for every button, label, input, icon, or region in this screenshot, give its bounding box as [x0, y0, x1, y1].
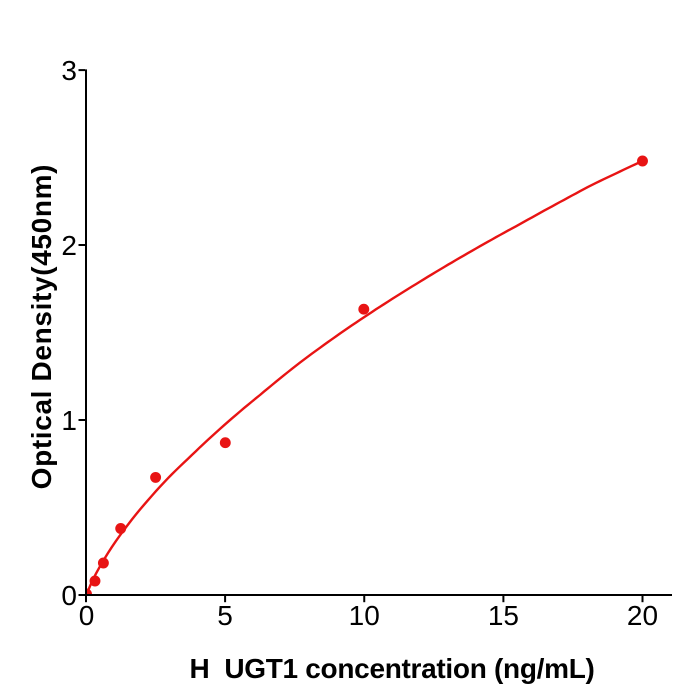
svg-text:20: 20: [627, 600, 658, 631]
svg-text:1: 1: [61, 405, 77, 436]
svg-text:5: 5: [217, 600, 233, 631]
svg-text:0: 0: [61, 580, 77, 611]
svg-text:10: 10: [349, 600, 380, 631]
svg-text:Optical Density(450nm): Optical Density(450nm): [26, 164, 57, 490]
svg-text:H UGT1 concentration (ng/mL): H UGT1 concentration (ng/mL): [189, 653, 594, 684]
svg-text:2: 2: [61, 230, 77, 261]
svg-text:0: 0: [79, 600, 95, 631]
svg-text:3: 3: [61, 55, 77, 86]
svg-text:15: 15: [488, 600, 519, 631]
